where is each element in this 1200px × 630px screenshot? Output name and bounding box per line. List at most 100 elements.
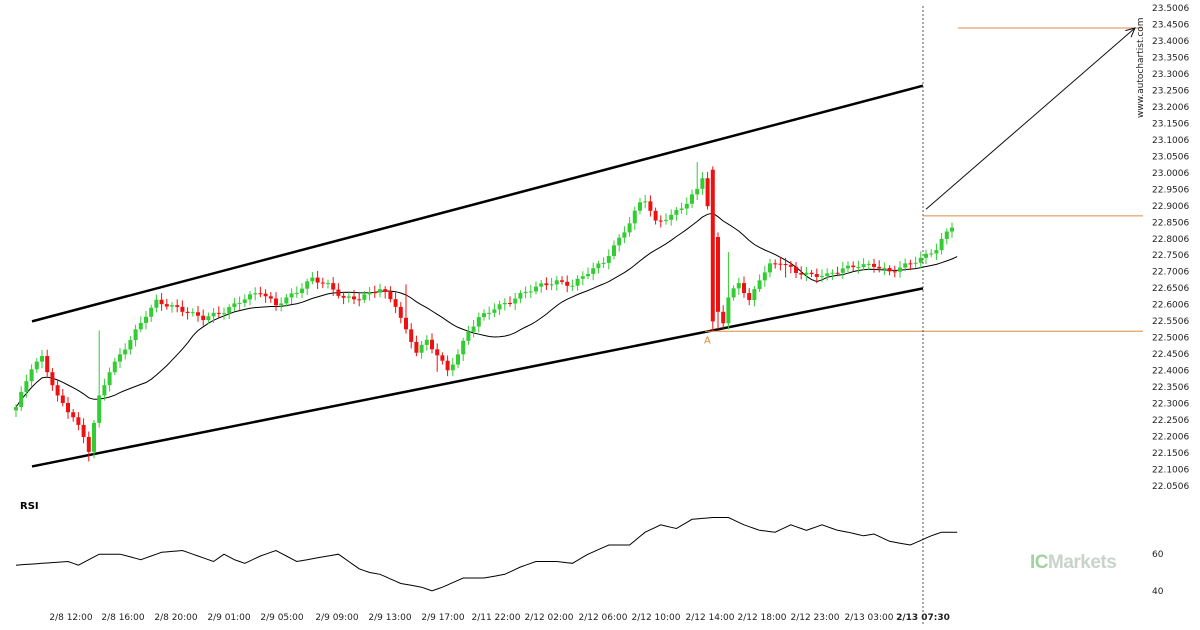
rsi-tick-label: 40 (1152, 587, 1164, 597)
candle (716, 232, 720, 330)
candle-body (866, 263, 871, 265)
candle (788, 261, 793, 274)
candle-body (809, 272, 814, 275)
candle-body (617, 237, 622, 246)
candle-body (950, 227, 954, 232)
candle-body (346, 296, 351, 298)
candle (721, 305, 726, 329)
candle (924, 249, 928, 264)
candle (830, 269, 835, 280)
candle (861, 258, 866, 271)
candle-body (726, 297, 731, 324)
candle-body (674, 209, 679, 215)
candle (580, 271, 585, 286)
candle-body (638, 202, 642, 211)
candle-body (705, 178, 710, 207)
candle-body (201, 315, 206, 321)
price-tick-label: 22.3006 (1152, 400, 1189, 410)
candle (632, 206, 637, 230)
candle-body (232, 303, 237, 308)
candle (216, 306, 221, 318)
candle-body (175, 305, 180, 307)
candle-body (34, 361, 39, 370)
candle (102, 378, 107, 401)
candle (492, 303, 497, 318)
candle (476, 312, 481, 333)
candle-body (253, 293, 258, 295)
candle-body (310, 277, 315, 282)
candle-body (138, 322, 143, 330)
candle-body (263, 293, 268, 297)
candle (362, 291, 367, 303)
candle-body (783, 263, 788, 265)
candle (674, 207, 679, 221)
candle (138, 316, 143, 333)
candle-body (164, 304, 169, 307)
candle (690, 189, 694, 208)
candle (107, 367, 112, 392)
price-tick-label: 22.0506 (1152, 482, 1189, 492)
candle (679, 202, 684, 214)
projection-arrowhead (1125, 27, 1136, 38)
candle-body (846, 265, 850, 269)
rsi-line (15, 517, 958, 592)
candle-body (393, 299, 398, 307)
candle (424, 335, 429, 351)
candle (549, 277, 554, 291)
candle-body (492, 309, 497, 313)
candle (513, 292, 518, 311)
rsi-label: RSI (20, 501, 39, 512)
candle (242, 294, 247, 308)
candle-body (170, 305, 174, 307)
time-axis: 2/8 12:00 2/8 16:00 2/8 20:00 2/9 01:00 2/9 … (49, 613, 950, 623)
candle (164, 298, 169, 310)
candle-body (102, 385, 107, 396)
candle (664, 213, 668, 225)
candle-body (362, 294, 367, 300)
price-tick-label: 22.5006 (1152, 334, 1189, 344)
candle (45, 349, 50, 377)
brand-prefix: IC (1030, 552, 1049, 573)
candle-body (658, 220, 663, 222)
candle (804, 267, 809, 282)
candle (939, 232, 944, 255)
candle (201, 309, 206, 326)
candle (570, 279, 575, 291)
time-tick-label: 2/11 22:00 (471, 613, 520, 623)
price-tick-label: 22.7006 (1152, 268, 1189, 278)
candle-body (424, 339, 429, 345)
candle (648, 195, 653, 217)
candle-body (778, 263, 783, 265)
price-tick-label: 22.2506 (1152, 416, 1189, 426)
candle (289, 288, 294, 304)
candle-body (476, 317, 481, 327)
candle-body (388, 291, 393, 300)
candle-body (66, 402, 70, 413)
candle-body (154, 299, 159, 308)
candle (627, 216, 632, 237)
candle (575, 275, 580, 291)
candle (378, 283, 382, 298)
candle-body (736, 283, 741, 289)
candle (934, 243, 939, 261)
candle-body (144, 316, 148, 323)
candle (820, 269, 824, 283)
price-tick-label: 23.3506 (1152, 53, 1189, 63)
candle-body (752, 289, 757, 300)
candle-body (570, 285, 575, 287)
candle (528, 284, 533, 299)
candle-body (653, 210, 658, 221)
candle-body (721, 311, 726, 324)
candle (762, 265, 767, 287)
candle (705, 171, 710, 210)
candle (846, 261, 850, 274)
candle (747, 287, 752, 306)
candle (601, 257, 606, 268)
candle (456, 349, 460, 369)
candle-body (913, 262, 918, 264)
candle (29, 364, 34, 388)
price-tick-label: 22.2006 (1152, 433, 1189, 443)
candle-body (695, 188, 700, 195)
candle-body (528, 291, 533, 293)
